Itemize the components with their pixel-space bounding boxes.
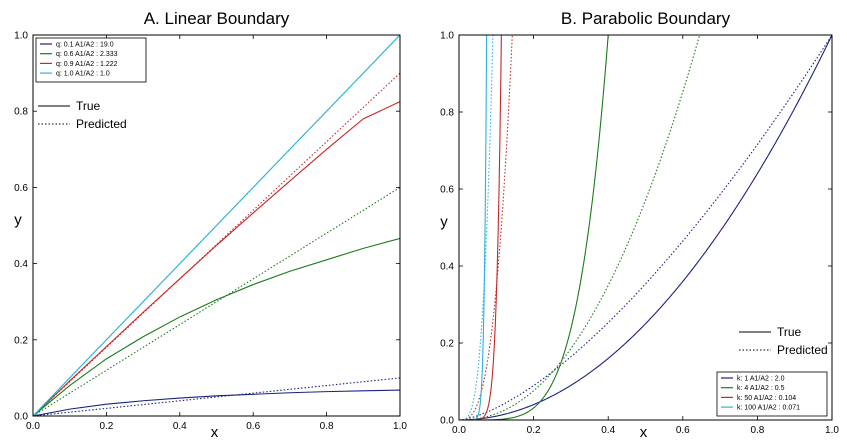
series-true-line — [459, 35, 502, 420]
style-legend: True Predicted — [739, 325, 828, 357]
y-tick-label: 0.2 — [440, 339, 454, 350]
legend-box — [35, 37, 147, 83]
plot-frame — [458, 34, 833, 421]
series-lines — [459, 35, 832, 420]
y-tick-label: 0.8 — [440, 108, 454, 119]
x-tick-label: 0.0 — [452, 425, 466, 436]
series-predicted-line — [33, 186, 400, 416]
series-legend: q: 0.1 A1/A2 : 19.0 q: 0.6 A1/A2 : 2.333 q… — [35, 37, 147, 83]
chart-title: A. Linear Boundary — [144, 9, 290, 28]
y-tick-label: 0.2 — [14, 335, 28, 346]
legend-box — [716, 371, 828, 417]
legend-entry: q: 1.0 A1/A2 : 1.0 — [56, 71, 110, 78]
x-tick-label: 0.8 — [320, 421, 334, 432]
series-predicted-line — [33, 377, 400, 416]
y-tick-label: 0.8 — [14, 107, 28, 118]
legend-entry: q: 0.6 A1/A2 : 2.333 — [56, 51, 118, 58]
y-axis-label: y — [14, 212, 22, 229]
true-label: True — [76, 99, 101, 113]
legend-entry: k: 50 A1/A2 : 0.104 — [737, 395, 796, 402]
series-predicted-line — [459, 35, 832, 420]
y-tick-label: 0.6 — [14, 183, 28, 194]
series-true-line — [33, 237, 400, 416]
x-tick-label: 0.6 — [676, 425, 690, 436]
predicted-label: Predicted — [76, 117, 127, 131]
series-true-line — [459, 35, 832, 420]
x-tick-label: 0.4 — [601, 425, 615, 436]
y-tick-label: 0.6 — [440, 185, 454, 196]
series-lines — [33, 35, 400, 416]
series-true-line — [459, 35, 609, 420]
x-axis-label: x — [211, 424, 219, 440]
x-tick-label: 0.8 — [750, 425, 764, 436]
chart-title: B. Parabolic Boundary — [561, 9, 731, 28]
y-tick-label: 1.0 — [14, 31, 28, 42]
y-tick-label: 0.4 — [14, 259, 28, 270]
x-tick-label: 1.0 — [825, 425, 839, 436]
legend-entry: k: 100 A1/A2 : 0.071 — [737, 405, 800, 412]
x-tick-label: 0.4 — [173, 421, 187, 432]
true-label: True — [777, 325, 802, 339]
series-true-line — [33, 35, 400, 416]
y-axis-label: y — [440, 214, 448, 231]
y-tick-label: 0.0 — [440, 416, 454, 427]
legend-entry: q: 0.1 A1/A2 : 19.0 — [56, 42, 114, 49]
series-true-line — [33, 101, 400, 416]
series-predicted-line — [459, 35, 513, 420]
x-tick-label: 0.0 — [26, 421, 40, 432]
panel-parabolic-boundary: B. Parabolic Boundary x y 0.00.0 0.2 0.2 0.4 0.… — [440, 9, 839, 440]
legend-entry: k: 4 A1/A2 : 0.5 — [737, 385, 785, 392]
style-legend: True Predicted — [38, 99, 127, 131]
x-axis-label: x — [640, 424, 648, 440]
x-tick-label: 1.0 — [393, 421, 407, 432]
series-predicted-line — [459, 35, 494, 420]
predicted-label: Predicted — [777, 343, 828, 357]
legend-entry: k: 1 A1/A2 : 2.0 — [737, 376, 785, 383]
plot-frame — [32, 34, 401, 417]
series-true-line — [33, 389, 400, 416]
series-predicted-line — [459, 35, 701, 420]
x-tick-label: 0.6 — [246, 421, 260, 432]
y-tick-label: 1.0 — [440, 31, 454, 42]
panel-linear-boundary: A. Linear Boundary x y 0.00.0 0.2 0.2 0.4 0.4 0.… — [14, 9, 407, 440]
x-tick-label: 0.2 — [99, 421, 113, 432]
series-true-line — [459, 35, 488, 420]
legend-entry: q: 0.9 A1/A2 : 1.222 — [56, 61, 118, 68]
y-tick-label: 0.0 — [14, 412, 28, 423]
series-legend: k: 1 A1/A2 : 2.0 k: 4 A1/A2 : 0.5 k: 50 A1… — [716, 371, 828, 417]
y-tick-label: 0.4 — [440, 262, 454, 273]
x-tick-label: 0.2 — [527, 425, 541, 436]
